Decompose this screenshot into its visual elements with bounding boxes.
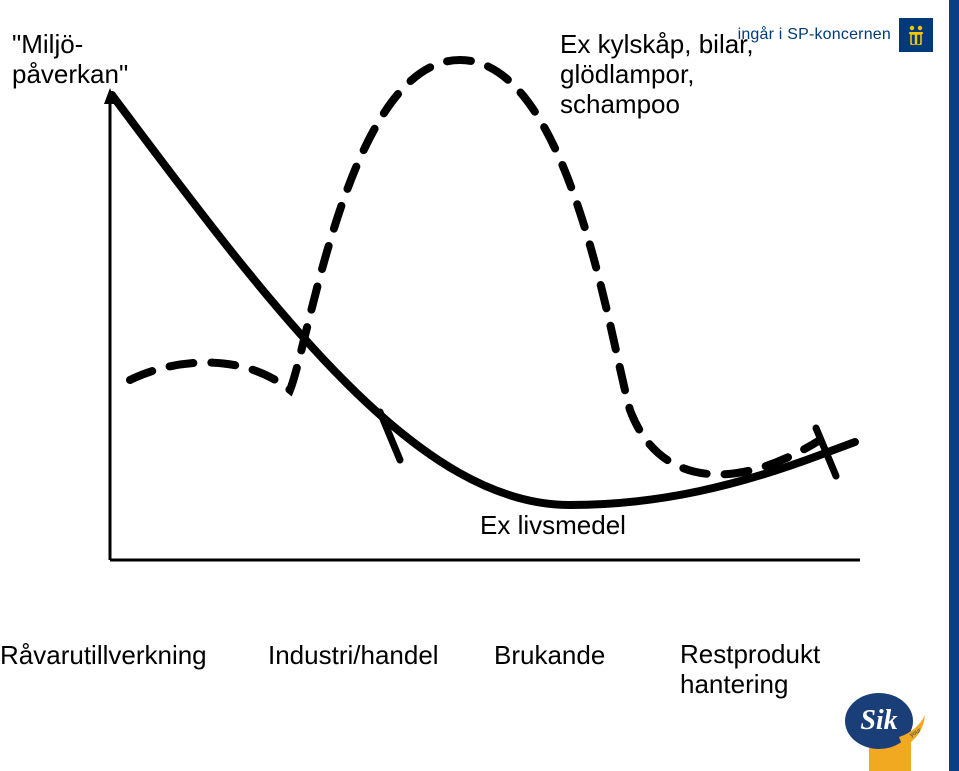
x-label-restprodukt: Restprodukt hantering — [680, 640, 820, 700]
x-label-ravaru: Råvarutillverkning — [0, 640, 207, 671]
chart-svg — [100, 60, 880, 570]
slide: ingår i SP-koncernen "Miljö- påverkan" E… — [0, 0, 959, 771]
sik-logo-icon: Sik your — [839, 687, 929, 757]
chart-area: Ex livsmedel — [100, 60, 880, 570]
side-accent-bar — [949, 0, 959, 771]
mid-annotation: Ex livsmedel — [480, 510, 626, 541]
x-label-brukande: Brukande — [494, 640, 605, 671]
x-label-restprodukt-line1: Restprodukt — [680, 639, 820, 669]
x-label-restprodukt-line2: hantering — [680, 669, 788, 699]
top-annotation-line1: Ex kylskåp, bilar, — [560, 29, 754, 59]
y-axis-label-line1: "Miljö- — [12, 29, 83, 59]
sp-logo-icon — [899, 18, 933, 52]
x-label-industri: Industri/handel — [268, 640, 439, 671]
sik-logo-text: Sik — [860, 705, 897, 736]
header-text: ingår i SP-koncernen — [738, 26, 891, 44]
header-right: ingår i SP-koncernen — [738, 18, 933, 52]
